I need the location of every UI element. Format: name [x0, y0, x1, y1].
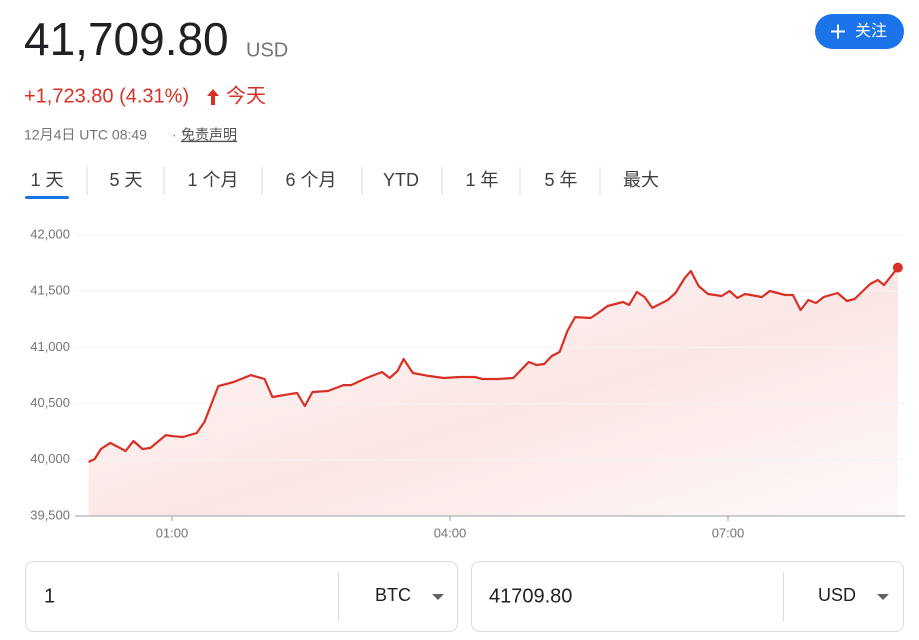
range-tab[interactable]: 5 年: [544, 170, 577, 190]
last-point: [892, 262, 903, 273]
down-up-arrow: [207, 89, 219, 105]
y-tick-label: 42,000: [30, 226, 70, 241]
range-tab[interactable]: 1 个月: [187, 170, 238, 190]
price: 41,709.80: [24, 13, 229, 65]
timestamp: 12月4日 UTC 08:49: [24, 127, 147, 143]
range-tab[interactable]: YTD: [383, 170, 419, 190]
x-tick-label: 07:00: [712, 525, 745, 540]
price-change: +1,723.80 (4.31%): [24, 85, 189, 107]
follow-label: 关注: [855, 22, 887, 40]
range-tab[interactable]: 1 年: [465, 170, 498, 190]
y-tick-label: 39,500: [30, 507, 70, 522]
from-box: [25, 561, 458, 632]
from-amount[interactable]: 1: [44, 585, 55, 607]
chart: 39,500 40,000 40,500 41,000 41,500 42,000 01:0…: [30, 226, 905, 540]
y-tick-label: 41,000: [30, 339, 70, 354]
follow-button[interactable]: 关注: [815, 14, 904, 49]
to-box: [471, 561, 904, 632]
currency: USD: [246, 39, 288, 61]
range-tab[interactable]: 6 个月: [285, 170, 336, 190]
y-tick-label: 40,000: [30, 451, 70, 466]
y-tick-label: 41,500: [30, 283, 70, 298]
x-tick-label: 01:00: [156, 525, 189, 540]
dropdown-arrow[interactable]: [877, 594, 889, 600]
period: 今天: [226, 84, 266, 107]
price-line: [88, 266, 899, 463]
to-amount[interactable]: 41709.80: [489, 585, 572, 607]
range-tab[interactable]: 5 天: [109, 170, 142, 190]
from-unit[interactable]: BTC: [375, 585, 411, 605]
converter: 1 BTC 41709.80 USD: [25, 561, 904, 632]
dropdown-arrow[interactable]: [432, 594, 444, 600]
range-tab[interactable]: 1 天: [30, 170, 63, 190]
follow-button-bg: [815, 14, 904, 49]
to-unit[interactable]: USD: [818, 585, 856, 605]
range-tab[interactable]: 最大: [623, 170, 659, 190]
area-fill: [88, 267, 898, 516]
plus-icon: [831, 24, 845, 39]
range-tabs: 1 天 5 天 1 个月 6 个月 YTD 1 年 5 年 最大: [25, 167, 659, 199]
x-tick-label: 04:00: [434, 525, 467, 540]
separator: ·: [172, 127, 177, 143]
disclaimer-link[interactable]: 免责声明: [181, 127, 237, 143]
tab-underline: [25, 196, 69, 199]
y-tick-label: 40,500: [30, 395, 70, 410]
